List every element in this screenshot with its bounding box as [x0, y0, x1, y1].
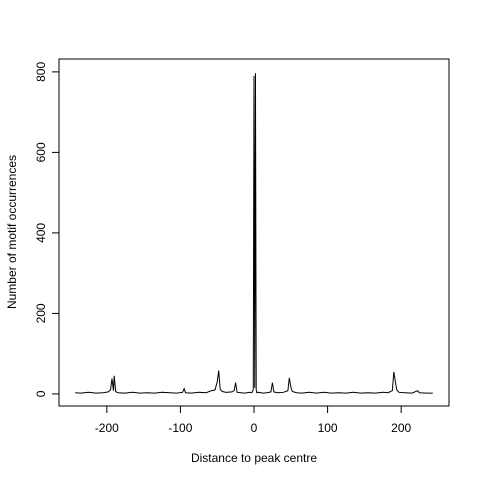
- x-tick-label: -200: [95, 421, 119, 435]
- y-tick-label: 600: [34, 142, 48, 162]
- y-tick-label: 0: [34, 390, 48, 397]
- y-tick-label: 200: [34, 303, 48, 323]
- y-axis-label: Number of motif occurrences: [5, 155, 19, 309]
- data-line: [75, 73, 433, 394]
- x-tick-label: 100: [318, 421, 338, 435]
- x-tick-label: 200: [391, 421, 411, 435]
- x-tick-label: -100: [168, 421, 192, 435]
- y-tick-label: 400: [34, 223, 48, 243]
- x-tick-label: 0: [251, 421, 258, 435]
- y-tick-label: 800: [34, 62, 48, 82]
- x-axis-label: Distance to peak centre: [191, 451, 317, 465]
